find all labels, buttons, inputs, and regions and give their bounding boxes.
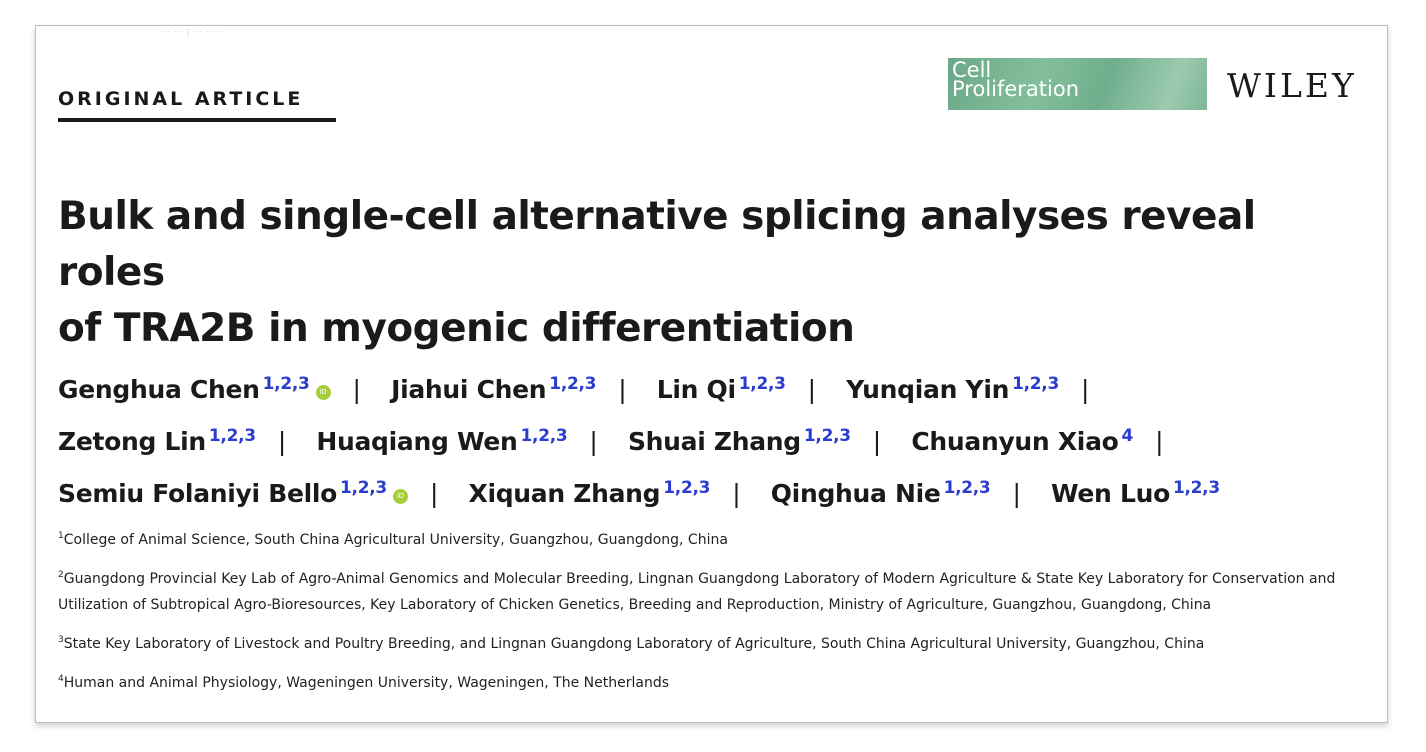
author-name: Chuanyun Xiao (911, 427, 1119, 456)
publisher-logo[interactable]: WILEY (1227, 66, 1357, 105)
author-affiliation-link[interactable]: 1,2,3 (1172, 478, 1220, 498)
author: Yunqian Yin 1,2,3 | (846, 374, 1111, 404)
author-separator: | (352, 375, 361, 404)
affiliation-text: College of Animal Science, South China A… (63, 532, 728, 548)
author-separator: | (1081, 375, 1090, 404)
author-name: Semiu Folaniyi Bello (58, 479, 338, 508)
author-name: Jiahui Chen (391, 375, 547, 404)
orcid-icon[interactable]: iD (315, 385, 331, 400)
author: Wen Luo 1,2,3 (1051, 478, 1220, 508)
affiliation-1: 1College of Animal Science, South China … (58, 523, 1373, 553)
title-line-2: of TRA2B in myogenic differentiation (58, 306, 855, 351)
author-separator: | (1155, 427, 1164, 456)
author: Xiquan Zhang 1,2,3 | (468, 478, 762, 508)
affiliations: 1College of Animal Science, South China … (58, 523, 1373, 705)
author-affiliation-link[interactable]: 1,2,3 (208, 426, 256, 446)
author-separator: | (1012, 479, 1021, 508)
author: Shuai Zhang 1,2,3 | (627, 426, 903, 456)
author-separator: | (618, 375, 627, 404)
title-line-1: Bulk and single-cell alternative splicin… (58, 194, 1256, 295)
journal-logo[interactable]: Cell Proliferation (948, 58, 1207, 110)
author-affiliation-link[interactable]: 1,2,3 (549, 374, 597, 394)
author: Huaqiang Wen 1,2,3 | (316, 426, 619, 456)
author-name: Qinghua Nie (770, 479, 941, 508)
author-separator: | (277, 427, 286, 456)
author: Zetong Lin 1,2,3 | (58, 426, 308, 456)
affiliation-number: 4 (58, 674, 64, 684)
author: Qinghua Nie 1,2,3 | (770, 478, 1043, 508)
author-affiliation-link[interactable]: 1,2,3 (663, 478, 711, 498)
affiliation-text: Guangdong Provincial Key Lab of Agro-Ani… (58, 571, 1336, 613)
author-affiliation-link[interactable]: 1,2,3 (262, 374, 310, 394)
author-affiliation-link[interactable]: 1,2,3 (340, 478, 387, 498)
article-first-page: · · · · | · · · · · ORIGINAL ARTICLE Cel… (35, 25, 1388, 723)
author-name: Yunqian Yin (846, 375, 1010, 404)
article-type-underline (58, 118, 336, 122)
author-separator: | (589, 427, 598, 456)
author-affiliation-link[interactable]: 1,2,3 (520, 426, 568, 446)
author-name: Lin Qi (656, 375, 736, 404)
author-affiliation-link[interactable]: 4 (1121, 426, 1134, 446)
running-head: · · · · | · · · · · (161, 28, 223, 36)
author: Genghua Chen 1,2,3 iD | (58, 374, 383, 404)
author-affiliation-link[interactable]: 1,2,3 (1012, 374, 1059, 394)
journal-logo-line1: Cell (952, 58, 992, 82)
author-name: Genghua Chen (58, 375, 260, 404)
article-title: Bulk and single-cell alternative splicin… (58, 189, 1358, 357)
author: Semiu Folaniyi Bello 1,2,3 iD | (58, 478, 460, 508)
author-separator: | (807, 375, 816, 404)
author-name: Shuai Zhang (627, 427, 801, 456)
affiliation-number: 3 (58, 635, 64, 645)
author-name: Huaqiang Wen (316, 427, 518, 456)
affiliation-text: State Key Laboratory of Livestock and Po… (63, 636, 1205, 652)
author-separator: | (732, 479, 741, 508)
author-name: Wen Luo (1051, 479, 1170, 508)
orcid-icon[interactable]: iD (392, 489, 408, 504)
article-type-label: ORIGINAL ARTICLE (58, 88, 304, 110)
author-list: Genghua Chen 1,2,3 iD | Jiahui Chen 1,2,3 | L… (58, 361, 1368, 517)
author-name: Zetong Lin (58, 427, 206, 456)
affiliation-number: 1 (58, 531, 64, 541)
author-affiliation-link[interactable]: 1,2,3 (738, 374, 786, 394)
affiliation-2: 2Guangdong Provincial Key Lab of Agro-An… (58, 562, 1373, 618)
author-affiliation-link[interactable]: 1,2,3 (803, 426, 851, 446)
affiliation-text: Human and Animal Physiology, Wageningen … (63, 675, 670, 691)
affiliation-number: 2 (58, 570, 64, 580)
author: Chuanyun Xiao 4 | (911, 426, 1185, 456)
journal-logo-line2: Proliferation (952, 77, 1080, 101)
author-name: Xiquan Zhang (468, 479, 661, 508)
affiliation-4: 4Human and Animal Physiology, Wageningen… (58, 666, 1373, 696)
author-affiliation-link[interactable]: 1,2,3 (943, 478, 991, 498)
author-separator: | (429, 479, 439, 508)
affiliation-3: 3State Key Laboratory of Livestock and P… (58, 627, 1373, 657)
author-separator: | (872, 427, 881, 456)
author: Lin Qi 1,2,3 | (656, 374, 838, 404)
author: Jiahui Chen 1,2,3 | (391, 374, 648, 404)
